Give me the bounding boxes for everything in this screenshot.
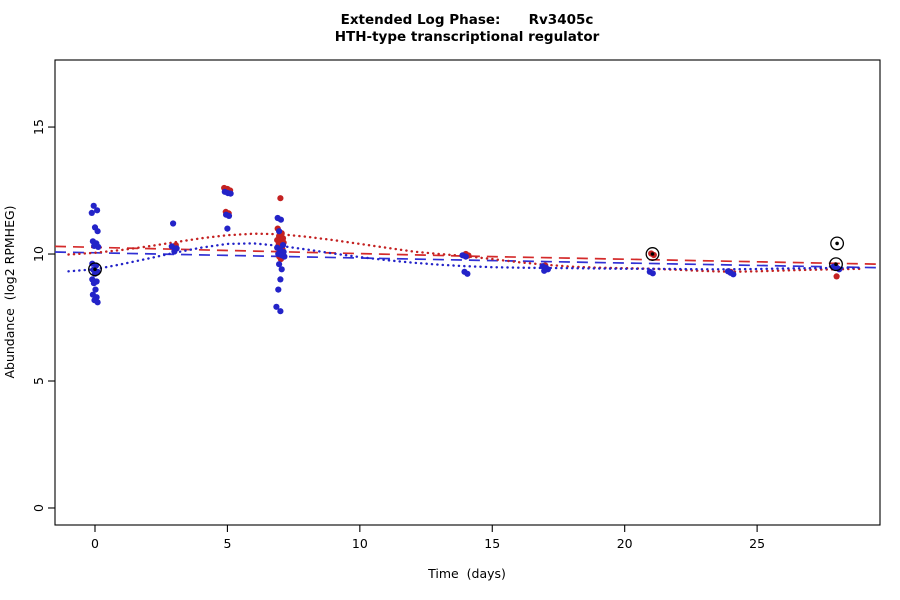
outlier-marker-dot [834, 262, 838, 267]
outlier-marker-dot [650, 252, 655, 256]
data-point-blue [225, 212, 233, 219]
plot-box [54, 59, 881, 526]
chart-subtitle: HTH-type transcriptional regulator [335, 29, 600, 45]
data-point-blue [281, 253, 288, 260]
data-point-blue [464, 270, 471, 277]
y-tick-label: 15 [31, 119, 46, 135]
data-point-blue [279, 242, 287, 249]
chart-title: Extended Log Phase: Rv3405c [341, 12, 594, 28]
data-point-blue [92, 286, 99, 293]
outlier-marker-dot [93, 267, 97, 272]
x-tick-label: 25 [749, 536, 765, 551]
data-point-blue [227, 190, 234, 197]
data-point-blue [90, 202, 97, 209]
data-point-blue [94, 228, 101, 235]
data-point-blue [273, 303, 280, 310]
data-point-blue [94, 207, 101, 214]
data-point-blue [224, 225, 231, 232]
data-point-blue [276, 261, 283, 268]
data-point-blue [168, 243, 175, 250]
data-point-blue [94, 299, 101, 306]
data-point-blue [277, 216, 284, 223]
data-point-blue [278, 266, 285, 273]
data-point-red [277, 195, 284, 202]
x-tick-label: 5 [223, 536, 231, 551]
outlier-marker-ring [830, 236, 845, 251]
data-point-blue [171, 248, 178, 255]
data-point-red [833, 273, 840, 280]
y-tick-label: 10 [31, 246, 46, 262]
x-tick-label: 10 [352, 536, 368, 551]
data-point-blue [170, 220, 177, 227]
y-tick-label: 0 [31, 504, 46, 512]
data-point-blue [277, 308, 284, 315]
x-axis-label: Time (days) [427, 566, 506, 581]
plot-area: 0 5 10 15 20 25 0 5 10 15 [31, 59, 881, 551]
data-point-blue [462, 253, 469, 260]
outlier-marker-ring [829, 257, 843, 272]
data-point-blue [730, 271, 737, 278]
outlier-marker-dot [835, 241, 839, 246]
data-point-blue [649, 270, 656, 277]
outlier-marker-ring [645, 247, 660, 261]
data-point-blue [276, 228, 283, 235]
trend-line-blue-loess [67, 242, 865, 273]
data-point-blue [541, 267, 548, 274]
y-axis-label: Abundance (log2 RPMHEG) [2, 205, 17, 378]
x-tick-label: 0 [91, 536, 99, 551]
data-point-blue [90, 280, 97, 287]
y-tick-label: 5 [31, 377, 46, 385]
data-point-blue [277, 276, 284, 283]
x-tick-label: 15 [484, 536, 500, 551]
data-point-blue [88, 209, 95, 216]
x-tick-label: 20 [617, 536, 633, 551]
data-point-blue [95, 243, 102, 250]
trend-line-blue-linear [54, 251, 881, 269]
outlier-marker-ring [88, 262, 102, 277]
data-point-blue [275, 286, 282, 293]
